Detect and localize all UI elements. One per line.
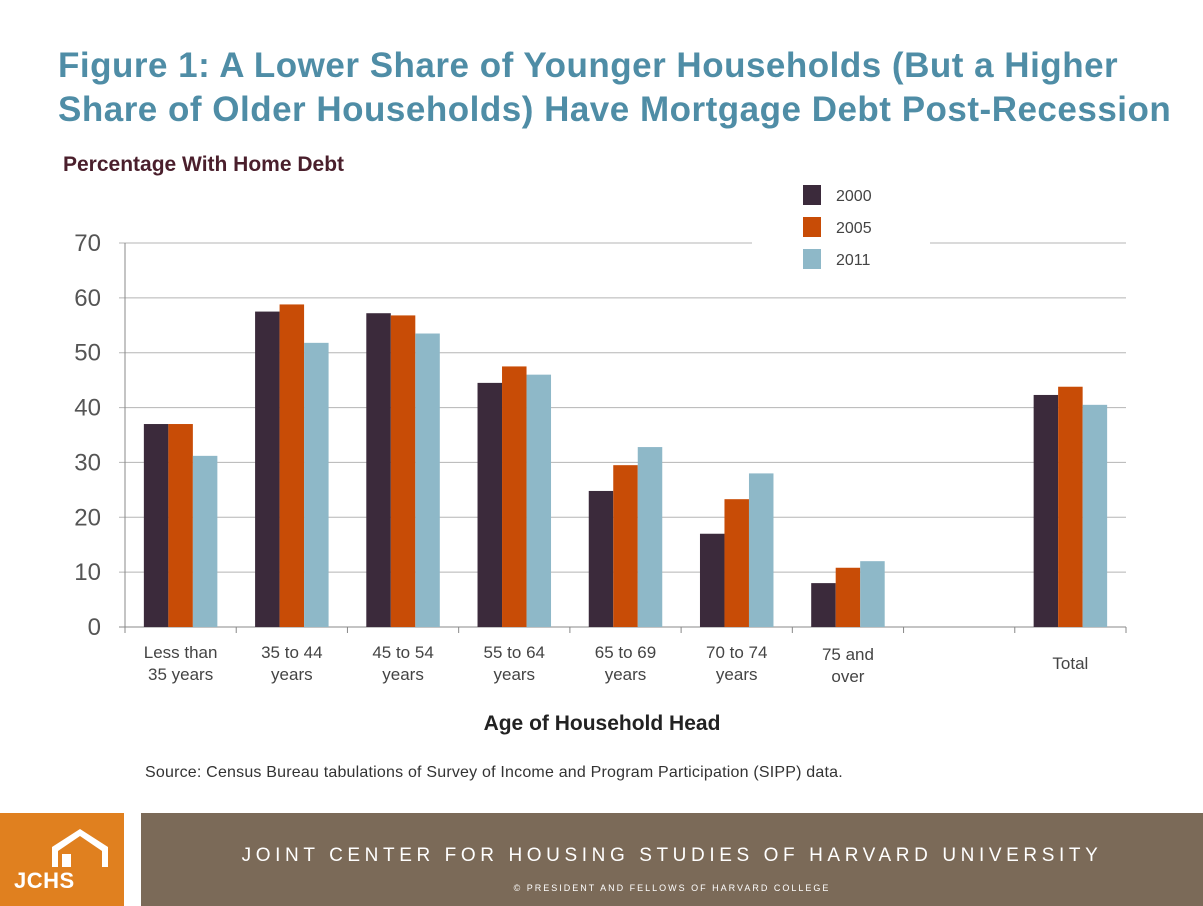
x-tick-label: years <box>716 665 758 684</box>
bar-2005 <box>168 424 193 627</box>
legend-label-2005: 2005 <box>836 220 872 237</box>
legend-swatch-2005 <box>803 217 821 237</box>
x-tick-label: 35 years <box>148 665 213 684</box>
house-icon <box>52 829 108 867</box>
bar-2005 <box>279 304 305 627</box>
bar-2000 <box>255 311 280 627</box>
bar-2000 <box>1033 394 1059 627</box>
x-axis-title: Age of Household Head <box>484 712 721 735</box>
bar-2011 <box>192 455 218 627</box>
bar-2011 <box>1082 404 1108 627</box>
x-tick-label: years <box>382 665 424 684</box>
logo-text: JCHS <box>14 868 75 893</box>
x-tick-label: 55 to 64 <box>484 643 545 662</box>
footer-org-name: JOINT CENTER FOR HOUSING STUDIES OF HARV… <box>241 845 1103 866</box>
bar-2000 <box>588 490 614 627</box>
bar-2011 <box>748 473 774 627</box>
x-tick-label: 65 to 69 <box>595 643 656 662</box>
x-tick-label: 70 to 74 <box>706 643 767 662</box>
x-tick-label: Less than <box>144 643 218 662</box>
legend-swatch-2000 <box>803 185 821 205</box>
x-tick-label: years <box>271 665 313 684</box>
page-title: Figure 1: A Lower Share of Younger House… <box>58 46 1172 129</box>
legend-backdrop <box>752 178 930 278</box>
y-tick-label: 10 <box>74 559 101 586</box>
x-tick-label: years <box>493 665 535 684</box>
footer-bar: JOINT CENTER FOR HOUSING STUDIES OF HARV… <box>141 813 1203 906</box>
bar-2011 <box>415 333 440 627</box>
y-tick-label: 20 <box>74 504 101 531</box>
y-tick-label: 60 <box>74 285 101 312</box>
jchs-logo: JCHS <box>0 813 124 906</box>
bar-2011 <box>637 447 663 627</box>
bar-2011 <box>304 342 329 627</box>
bar-2011 <box>860 561 885 627</box>
x-tick-label: 45 to 54 <box>372 643 433 662</box>
bar-2005 <box>390 315 416 627</box>
x-tick-label: years <box>605 665 647 684</box>
bar-2000 <box>143 424 169 627</box>
legend-label-2011: 2011 <box>836 252 871 269</box>
legend-label-2000: 2000 <box>836 188 872 205</box>
chart-subtitle: Percentage With Home Debt <box>63 153 345 176</box>
source-note: Source: Census Bureau tabulations of Sur… <box>145 764 843 781</box>
x-tick-label: Total <box>1052 654 1088 673</box>
bar-2005 <box>502 366 527 627</box>
y-tick-label: 0 <box>88 614 101 641</box>
footer-copyright: © PRESIDENT AND FELLOWS OF HARVARD COLLE… <box>513 883 831 893</box>
y-tick-label: 40 <box>74 395 101 422</box>
bar-2005 <box>613 465 638 627</box>
bar-2005 <box>1058 386 1083 627</box>
y-tick-label: 50 <box>74 340 101 367</box>
bar-2000 <box>366 313 391 627</box>
bar-chart: 0 10 20 30 40 50 60 70 Less than 35 years 35 to 44… <box>74 178 1127 735</box>
bar-2005 <box>835 567 861 627</box>
bar-2011 <box>526 374 552 627</box>
y-tick-label: 30 <box>74 449 101 476</box>
bar-2000 <box>699 533 725 627</box>
bar-2000 <box>477 382 503 627</box>
bar-2000 <box>811 583 836 627</box>
x-tick-label: 35 to 44 <box>261 643 322 662</box>
x-tick-label: 75 and <box>822 645 874 664</box>
x-tick-label: over <box>831 667 864 686</box>
y-tick-label: 70 <box>74 230 101 257</box>
legend-swatch-2011 <box>803 249 821 269</box>
bar-2005 <box>724 499 749 627</box>
